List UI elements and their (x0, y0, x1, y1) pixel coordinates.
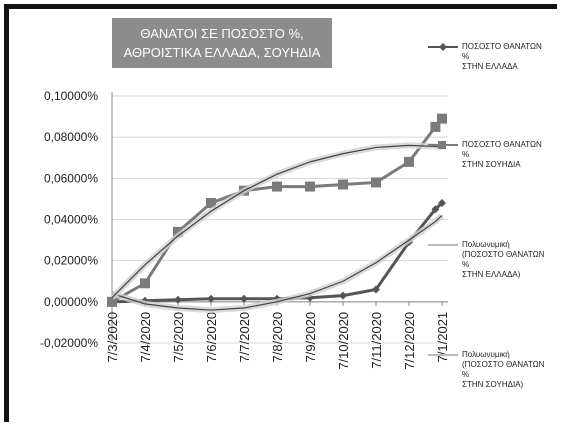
marker (338, 179, 348, 190)
legend-label: ΠΟΣΟΣΤΟ ΘΑΝΑΤΩΝ % ΣΤΗΝ ΣΟΥΗΔΙΑ (462, 140, 542, 169)
legend-label: Πολυωνυμική (ΠΟΣΟΣΤΟ ΘΑΝΑΤΩΝ % ΣΤΗΝ ΣΟΥΗ… (462, 350, 545, 389)
y-tick-label: 0,00000% (44, 295, 98, 309)
y-tick-label: 0,06000% (44, 171, 98, 185)
y-tick-label: 0,02000% (44, 254, 98, 268)
y-tick-label: 0,10000% (44, 89, 98, 103)
marker (272, 181, 282, 192)
x-tick-label: 7/7/2020 (237, 312, 252, 363)
x-tick-label: 7/11/2020 (369, 312, 384, 369)
x-tick-label: 7/12/2020 (402, 312, 417, 370)
marker (438, 199, 446, 208)
chart-title: ΘΑΝΑΤΟΙ ΣΕ ΠΟΣΟΣΤΟ %, ΑΘΡΟΙΣΤΙΚΑ ΕΛΛΑΔΑ,… (112, 18, 332, 68)
x-tick-label: 7/5/2020 (171, 312, 186, 363)
marker (371, 177, 381, 188)
marker (404, 156, 414, 167)
trend-glow (109, 142, 443, 300)
marker (305, 181, 315, 192)
x-tick-label: 7/6/2020 (204, 312, 219, 363)
y-tick-label: 0,08000% (44, 130, 98, 144)
legend-marker (439, 43, 447, 51)
frame-left (4, 4, 9, 422)
x-tick-label: 7/4/2020 (138, 312, 153, 363)
y-tick-label: -0,02000% (40, 336, 98, 350)
x-tick-label: 7/3/2020 (105, 312, 120, 363)
marker (339, 291, 347, 300)
trend-line (111, 144, 443, 299)
legend-label: Πολυωνυμική (ΠΟΣΟΣΤΟ ΘΑΝΑΤΩΝ % ΣΤΗΝ ΕΛΛΑ… (462, 240, 545, 279)
marker (372, 285, 380, 294)
trend-line (111, 214, 443, 311)
x-tick-label: 7/8/2020 (270, 312, 285, 363)
marker (431, 205, 440, 214)
legend-marker (438, 141, 446, 149)
marker (173, 226, 183, 237)
x-tick-label: 7/10/2020 (336, 312, 351, 370)
x-tick-label: 7/9/2020 (303, 312, 318, 363)
y-tick-label: 0,04000% (44, 213, 98, 227)
marker (240, 294, 248, 303)
legend-label: ΠΟΣΟΣΤΟ ΘΑΝΑΤΩΝ % ΣΤΗΝ ΕΛΛΑΔΑ (462, 42, 542, 71)
marker (206, 198, 216, 209)
marker (430, 121, 441, 132)
marker (207, 294, 215, 303)
frame-top (4, 4, 557, 9)
marker (107, 296, 117, 307)
x-tick-label: 7/1/2021 (435, 312, 450, 363)
marker (437, 113, 447, 124)
marker (174, 295, 182, 304)
marker (140, 278, 150, 289)
